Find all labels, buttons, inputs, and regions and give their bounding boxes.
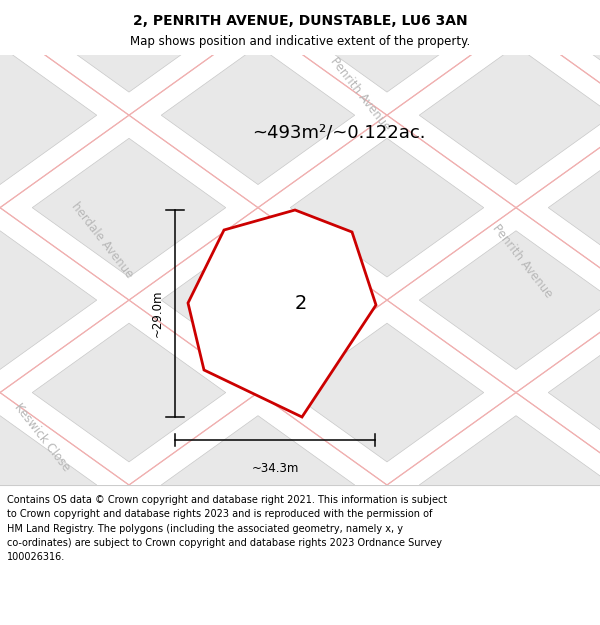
Polygon shape [290,508,484,625]
Polygon shape [0,46,97,184]
Polygon shape [32,323,226,462]
Polygon shape [0,416,97,554]
Polygon shape [161,416,355,554]
Polygon shape [419,46,600,184]
Polygon shape [548,138,600,277]
Polygon shape [548,323,600,462]
Text: Contains OS data © Crown copyright and database right 2021. This information is : Contains OS data © Crown copyright and d… [7,495,448,562]
Polygon shape [32,508,226,625]
Text: Penrith Avenue: Penrith Avenue [328,54,392,133]
Polygon shape [32,138,226,277]
Text: ~493m²/~0.122ac.: ~493m²/~0.122ac. [252,123,425,141]
Polygon shape [188,210,376,417]
Polygon shape [290,323,484,462]
Polygon shape [32,0,226,92]
Text: Map shows position and indicative extent of the property.: Map shows position and indicative extent… [130,35,470,48]
Polygon shape [419,416,600,554]
Text: Penrith Avenue: Penrith Avenue [490,222,554,301]
Polygon shape [548,0,600,92]
Text: 2, PENRITH AVENUE, DUNSTABLE, LU6 3AN: 2, PENRITH AVENUE, DUNSTABLE, LU6 3AN [133,14,467,28]
Polygon shape [161,46,355,184]
Polygon shape [290,138,484,277]
Text: ~34.3m: ~34.3m [251,461,299,474]
Polygon shape [548,508,600,625]
Text: 2: 2 [295,294,307,313]
Text: herdale Avenue: herdale Avenue [68,199,136,280]
Polygon shape [419,231,600,369]
Polygon shape [161,231,355,369]
Text: ~29.0m: ~29.0m [151,290,164,338]
Polygon shape [0,231,97,369]
Polygon shape [290,0,484,92]
Text: Keswick Close: Keswick Close [11,401,73,474]
